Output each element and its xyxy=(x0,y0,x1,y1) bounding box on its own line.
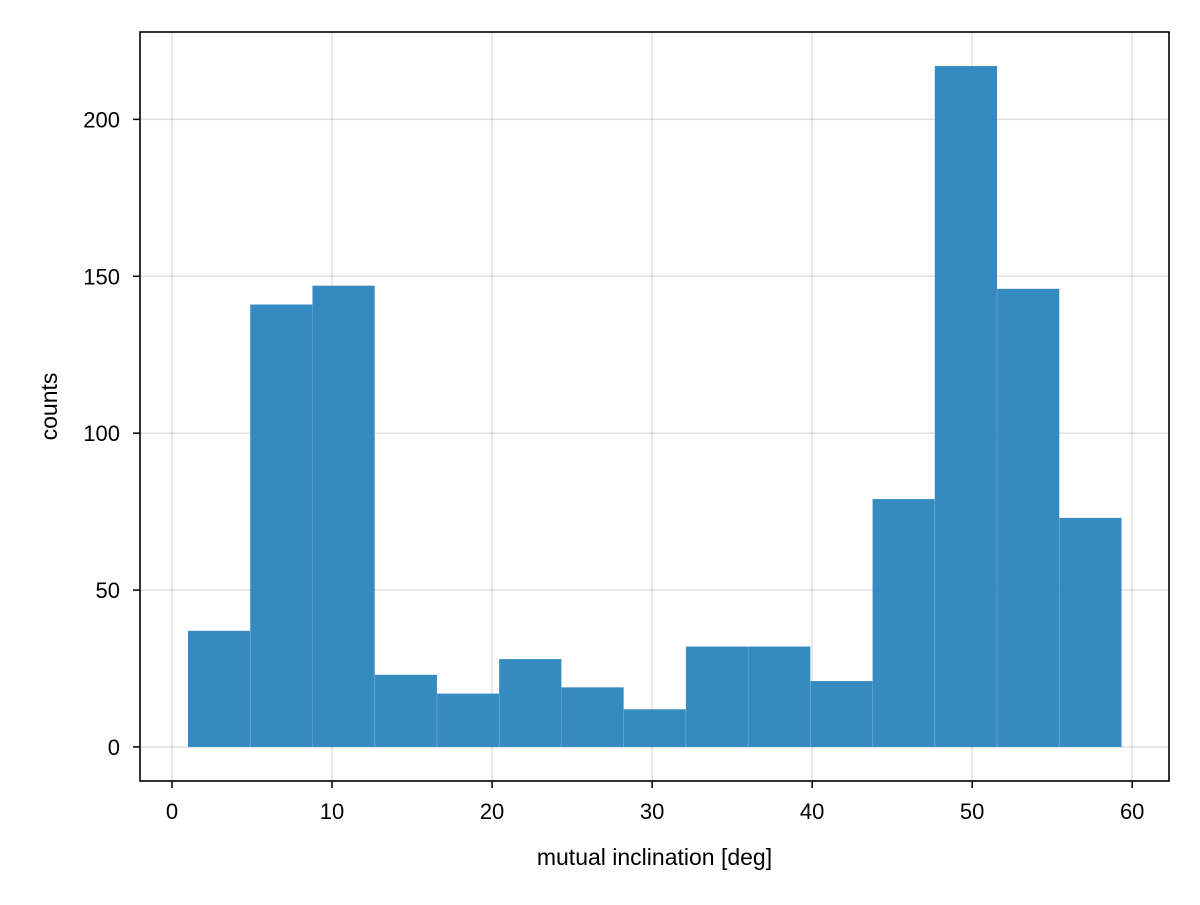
histogram-bar xyxy=(810,681,873,747)
x-tick-label: 10 xyxy=(320,799,344,824)
y-tick-label: 100 xyxy=(83,421,120,446)
histogram-bar xyxy=(250,304,313,747)
histogram-bar xyxy=(1059,517,1122,747)
x-axis-label: mutual inclination [deg] xyxy=(537,844,772,870)
y-axis-label: counts xyxy=(36,373,62,441)
y-tick-label: 50 xyxy=(96,578,120,603)
histogram-bar xyxy=(623,709,686,747)
x-tick-label: 50 xyxy=(960,799,984,824)
y-tick-label: 200 xyxy=(83,107,120,132)
x-tick-label: 0 xyxy=(166,799,178,824)
histogram-bar xyxy=(436,693,500,747)
x-axis-ticks: 0 10 20 30 40 50 60 xyxy=(166,781,1144,824)
x-tick-label: 60 xyxy=(1120,799,1144,824)
histogram-bar xyxy=(934,66,998,747)
y-axis-ticks: 0 50 100 150 200 xyxy=(83,107,140,760)
histogram-bar xyxy=(685,646,749,747)
y-tick-label: 0 xyxy=(108,735,120,760)
histogram-bar xyxy=(499,659,562,747)
plot-frame xyxy=(139,31,1170,782)
histogram-bar xyxy=(188,630,251,747)
y-tick-label: 150 xyxy=(83,264,120,289)
histogram-bar xyxy=(748,646,811,747)
histogram-bar xyxy=(312,285,375,747)
x-tick-label: 30 xyxy=(640,799,664,824)
x-tick-label: 20 xyxy=(480,799,504,824)
histogram-bar xyxy=(872,499,935,747)
x-tick-label: 40 xyxy=(800,799,824,824)
histogram-bar xyxy=(374,674,437,747)
histogram-bar xyxy=(997,288,1060,747)
histogram-bar xyxy=(561,687,624,747)
bars-layer xyxy=(188,66,1122,747)
